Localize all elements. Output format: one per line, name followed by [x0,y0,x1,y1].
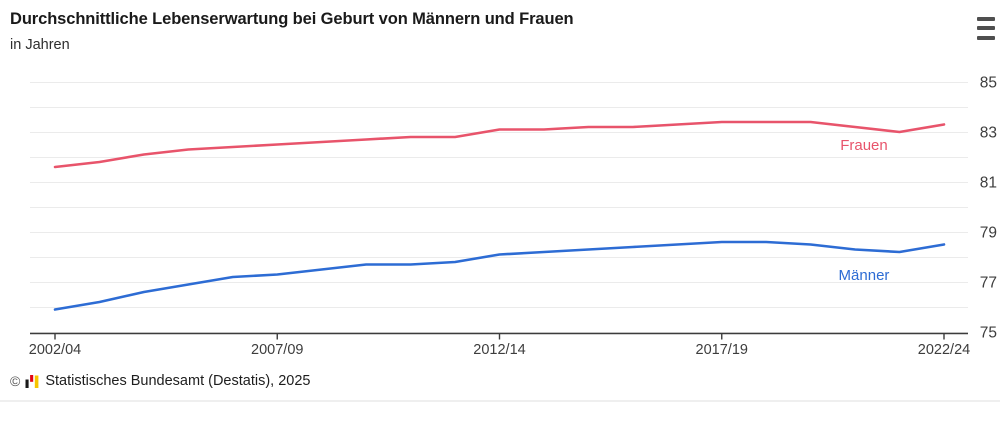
x-axis-tick-label: 2017/19 [696,342,748,358]
series-label-maenner: Männer [839,267,890,284]
series-line-maenner[interactable] [53,240,946,311]
copyright-symbol: © [10,373,21,389]
x-axis-tick-label: 2002/04 [29,342,81,358]
bottom-divider [0,400,1000,402]
y-axis-tick-label: 83 [980,125,997,142]
series-line-frauen[interactable] [53,120,946,169]
y-axis-tick-label: 79 [980,225,997,242]
y-axis-tick-label: 77 [980,275,997,292]
y-axis-tick-label: 75 [980,325,997,342]
destatis-logo-icon [25,375,39,388]
y-axis-tick-label: 81 [980,175,997,192]
x-axis-tick-label: 2007/09 [251,342,303,358]
series-label-frauen: Frauen [840,137,888,154]
chart-menu-button[interactable] [977,16,997,46]
y-axis-tick-label: 85 [980,75,997,92]
source-text: Statistisches Bundesamt (Destatis), 2025 [45,373,311,389]
source-row: © Statistisches Bundesamt (Destatis), 20… [10,372,310,390]
x-axis-tick-label: 2012/14 [473,342,525,358]
x-axis-tick-label: 2022/24 [918,342,970,358]
hamburger-icon [977,16,997,40]
page-title: Durchschnittliche Lebenserwartung bei Ge… [10,10,574,28]
chart-unit-subtitle: in Jahren [10,37,70,53]
